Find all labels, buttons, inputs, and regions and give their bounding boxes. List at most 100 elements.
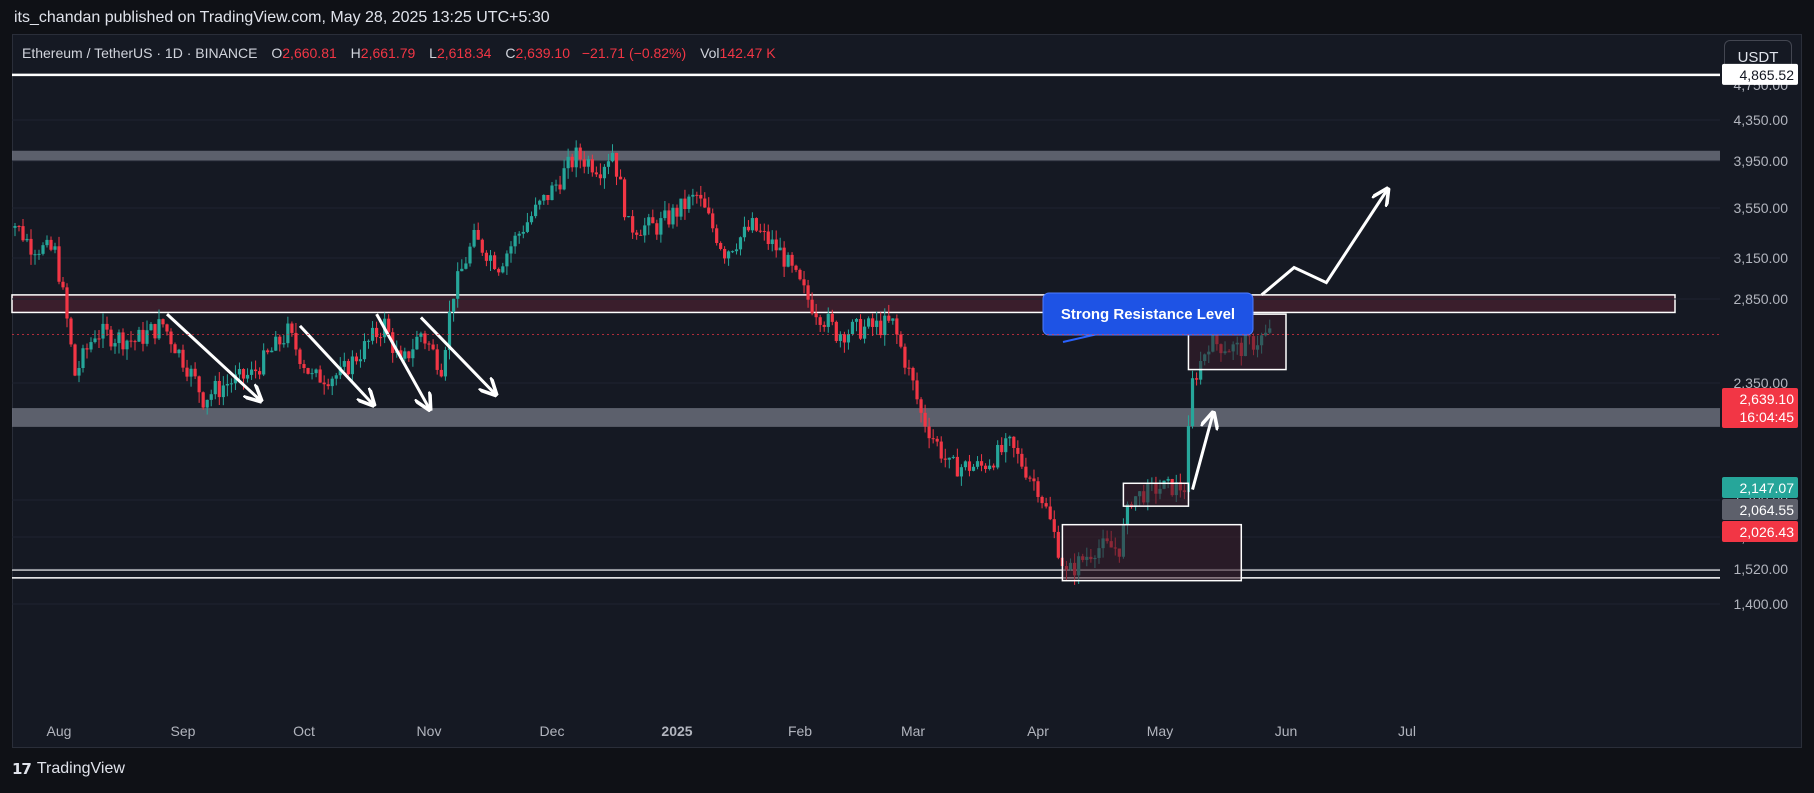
price-tag-box <box>1722 63 1798 85</box>
x-axis-label: Oct <box>293 723 315 739</box>
candle-body <box>1016 447 1020 454</box>
y-axis-label: 1,400.00 <box>1734 596 1789 612</box>
candle-body <box>554 184 558 186</box>
candle-body <box>129 340 133 342</box>
trend-arrow <box>1191 414 1213 490</box>
candle-body <box>85 348 89 350</box>
candle-body <box>61 281 65 288</box>
candle-body <box>149 324 153 331</box>
candle-body <box>738 237 743 250</box>
candle-body <box>13 225 17 228</box>
candle-body <box>274 336 278 351</box>
candle-body <box>975 461 980 467</box>
close-value: 2,639.10 <box>515 45 570 61</box>
symbol-title: Ethereum / TetherUS · 1D · BINANCE <box>22 45 258 61</box>
price-tag-box <box>1722 499 1798 520</box>
candle-body <box>374 327 379 338</box>
candle-body <box>919 399 923 413</box>
gray-zone <box>12 150 1720 161</box>
candle-body <box>221 385 225 398</box>
candle-body <box>89 342 93 350</box>
candle-body <box>185 367 189 377</box>
breakout-base-box <box>1122 482 1190 507</box>
candle-body <box>73 344 77 376</box>
candle-body <box>1052 519 1056 532</box>
candle-body <box>854 319 859 322</box>
candle-body <box>883 315 887 336</box>
candle-body <box>1190 378 1195 427</box>
candle-body <box>290 323 294 333</box>
candle-body <box>699 194 703 199</box>
trend-arrow <box>165 313 260 400</box>
price-tag-text: 2,026.43 <box>1740 524 1795 540</box>
x-axis-label: Aug <box>47 723 72 739</box>
candle-body <box>452 298 456 312</box>
candle-body <box>566 156 570 169</box>
candle-body <box>121 332 125 350</box>
candle-body <box>169 331 173 345</box>
candle-body <box>366 340 371 342</box>
candle-body <box>838 334 842 341</box>
x-axis-label: Feb <box>788 723 812 739</box>
candle-body <box>225 384 229 386</box>
candle-body <box>810 299 814 314</box>
candle-body <box>93 338 97 343</box>
tradingview-logo[interactable]: 𝟭𝟳 TradingView <box>12 760 125 778</box>
candle-body <box>314 369 318 374</box>
candle-body <box>742 226 747 238</box>
x-axis-label: May <box>1147 723 1173 739</box>
candle-body <box>346 361 350 375</box>
candle-body <box>1186 426 1191 493</box>
candle-body <box>161 319 165 325</box>
candle-body <box>867 318 871 327</box>
candle-body <box>726 251 731 259</box>
candle-body <box>758 230 762 232</box>
symbol-legend: Ethereum / TetherUS · 1D · BINANCE O2,66… <box>22 45 776 61</box>
candle-body <box>1008 436 1012 439</box>
candle-body <box>992 465 996 468</box>
candle-body <box>826 313 830 327</box>
candle-body <box>655 223 659 235</box>
candle-body <box>480 239 484 253</box>
candle-body <box>794 265 798 270</box>
candle-body <box>542 194 546 201</box>
candle-body <box>943 458 947 460</box>
candle-body <box>750 218 754 231</box>
x-axis-label: 2025 <box>661 723 692 739</box>
candle-body <box>258 371 262 375</box>
candle-body <box>814 313 818 318</box>
tradingview-brand: TradingView <box>36 760 125 777</box>
candle-body <box>691 194 695 197</box>
candle-body <box>590 159 594 173</box>
candle-body <box>830 313 834 322</box>
publish-credit: its_chandan published on TradingView.com… <box>14 9 550 26</box>
high-value: 2,661.79 <box>360 45 416 61</box>
candle-body <box>509 246 513 254</box>
candle-body <box>582 159 586 167</box>
candle-body <box>262 350 266 375</box>
candle-body <box>842 334 846 343</box>
candle-body <box>939 441 943 459</box>
candle-body <box>358 359 363 362</box>
candle-body <box>254 369 258 372</box>
candle-body <box>117 332 121 344</box>
candle-body <box>683 198 687 210</box>
candle-body <box>786 254 790 267</box>
candle-body <box>862 326 867 339</box>
candle-body <box>935 438 939 442</box>
candle-body <box>746 226 751 231</box>
candle-body <box>53 246 57 250</box>
candle-body <box>1048 506 1052 520</box>
candle-body <box>647 217 651 226</box>
candle-body <box>49 239 53 250</box>
low-label: L <box>429 45 437 61</box>
candle-body <box>774 239 778 251</box>
candle-body <box>891 318 895 321</box>
candle-body <box>550 185 554 201</box>
candle-body <box>1028 477 1032 479</box>
candle-body <box>907 367 911 369</box>
candle-body <box>1044 503 1048 507</box>
candle-body <box>899 334 903 347</box>
candle-body <box>153 324 157 339</box>
candle-body <box>659 218 663 235</box>
